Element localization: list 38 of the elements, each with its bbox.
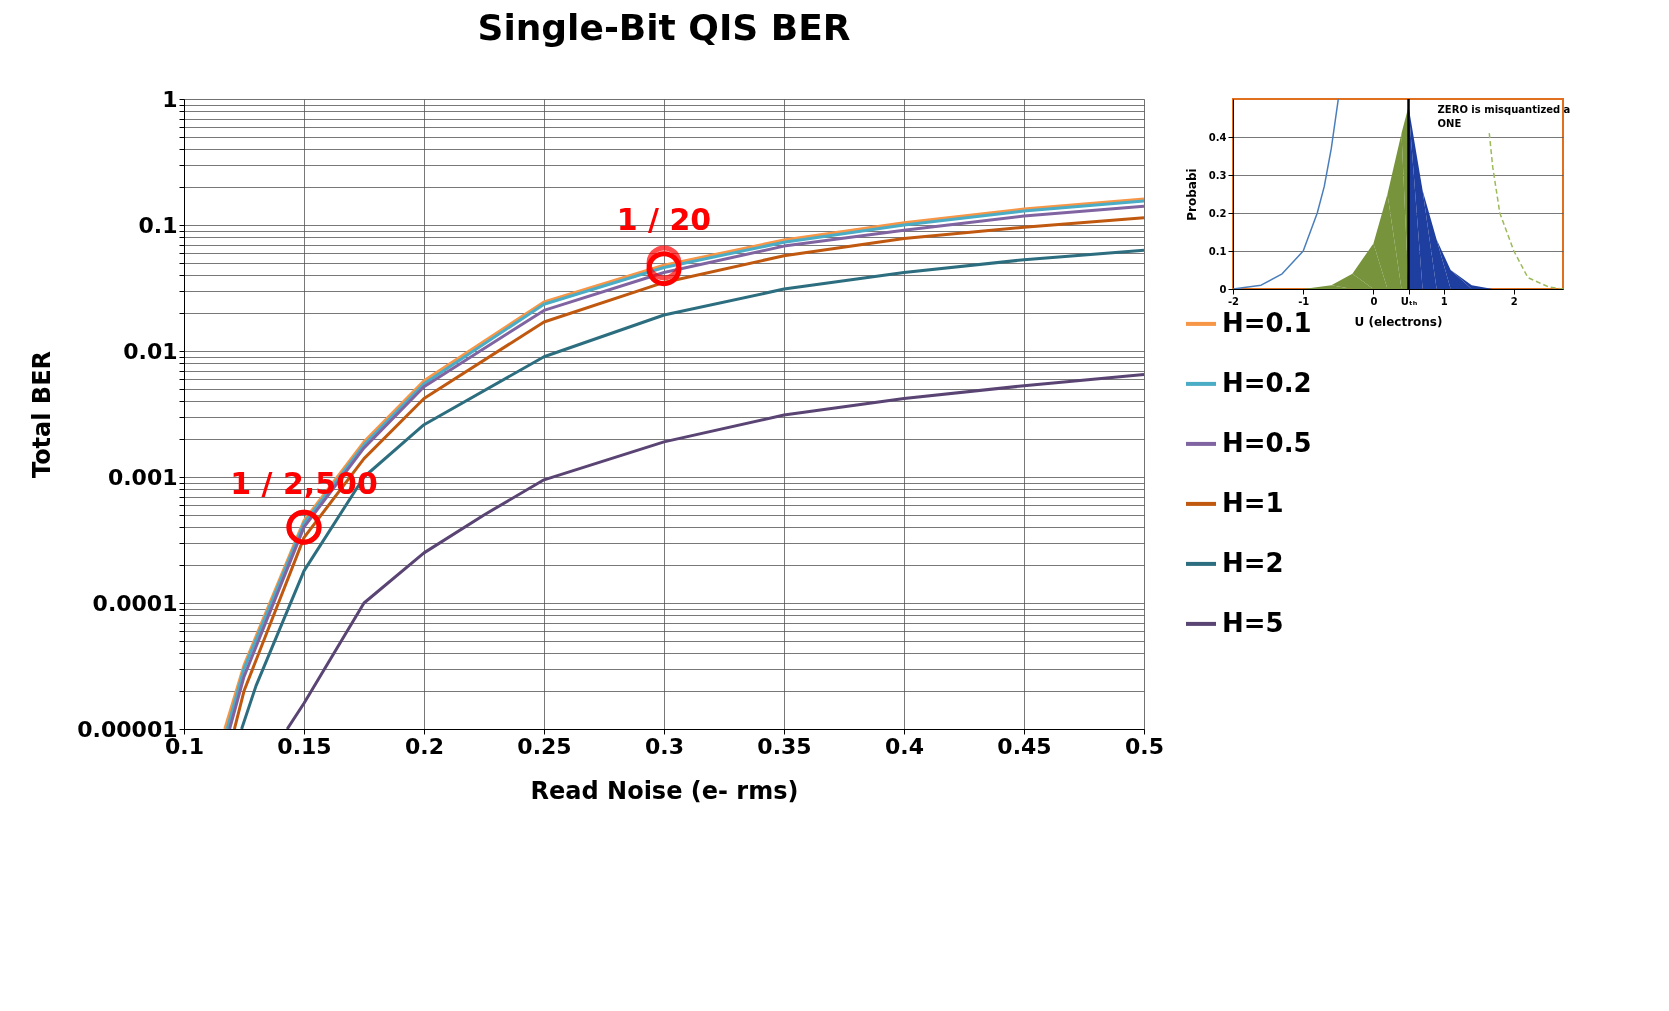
legend-label: H=5 (1222, 607, 1284, 638)
x-tick-label: 0.3 (645, 733, 684, 759)
y-tick-label: 0.4 (1208, 131, 1227, 143)
chart-title: Single-Bit QIS BER (477, 7, 851, 48)
x-axis-title: Read Noise (e- rms) (530, 776, 799, 805)
y-tick-label: 0 (1219, 283, 1227, 295)
y-tick-label: 0.001 (107, 464, 178, 490)
y-axis-title: Probabi (1184, 168, 1199, 221)
y-axis-title: Total BER (28, 350, 57, 479)
x-tick-label: 0.25 (517, 733, 572, 759)
x-tick-label: 0.4 (885, 733, 924, 759)
y-tick-label: 0.01 (123, 338, 178, 364)
legend-label: H=2 (1222, 547, 1284, 578)
legend-label: H=0.5 (1222, 427, 1312, 458)
annotation: ZERO is misquantized a (1437, 104, 1571, 115)
x-tick-label: 2 (1510, 295, 1518, 307)
x-tick-label: 0.45 (997, 733, 1052, 759)
y-tick-label: 0.1 (138, 212, 178, 238)
annotation: ONE (1437, 118, 1462, 129)
x-tick-label: 0.5 (1125, 733, 1164, 759)
x-tick-label: 0 (1370, 295, 1378, 307)
legend-label: H=0.1 (1222, 307, 1312, 338)
x-tick-label: -1 (1298, 295, 1310, 307)
x-tick-label: 0.2 (405, 733, 444, 759)
y-tick-label: 0.0001 (92, 590, 178, 616)
x-tick-label: 0.15 (277, 733, 332, 759)
y-tick-label: 0.3 (1208, 169, 1227, 181)
annotation: 1 / 20 (616, 201, 712, 237)
x-tick-label: 0.35 (757, 733, 812, 759)
y-tick-label: 0.2 (1208, 207, 1227, 219)
legend-label: H=0.2 (1222, 367, 1312, 398)
legend-label: H=1 (1222, 487, 1284, 518)
x-tick-label: Uₜₕ (1400, 295, 1418, 307)
x-tick-label: 1 (1440, 295, 1448, 307)
x-tick-label: -2 (1227, 295, 1240, 307)
x-axis-title: U (electrons) (1354, 314, 1443, 329)
y-tick-label: 1 (162, 86, 178, 112)
y-tick-label: 0.1 (1208, 245, 1227, 257)
